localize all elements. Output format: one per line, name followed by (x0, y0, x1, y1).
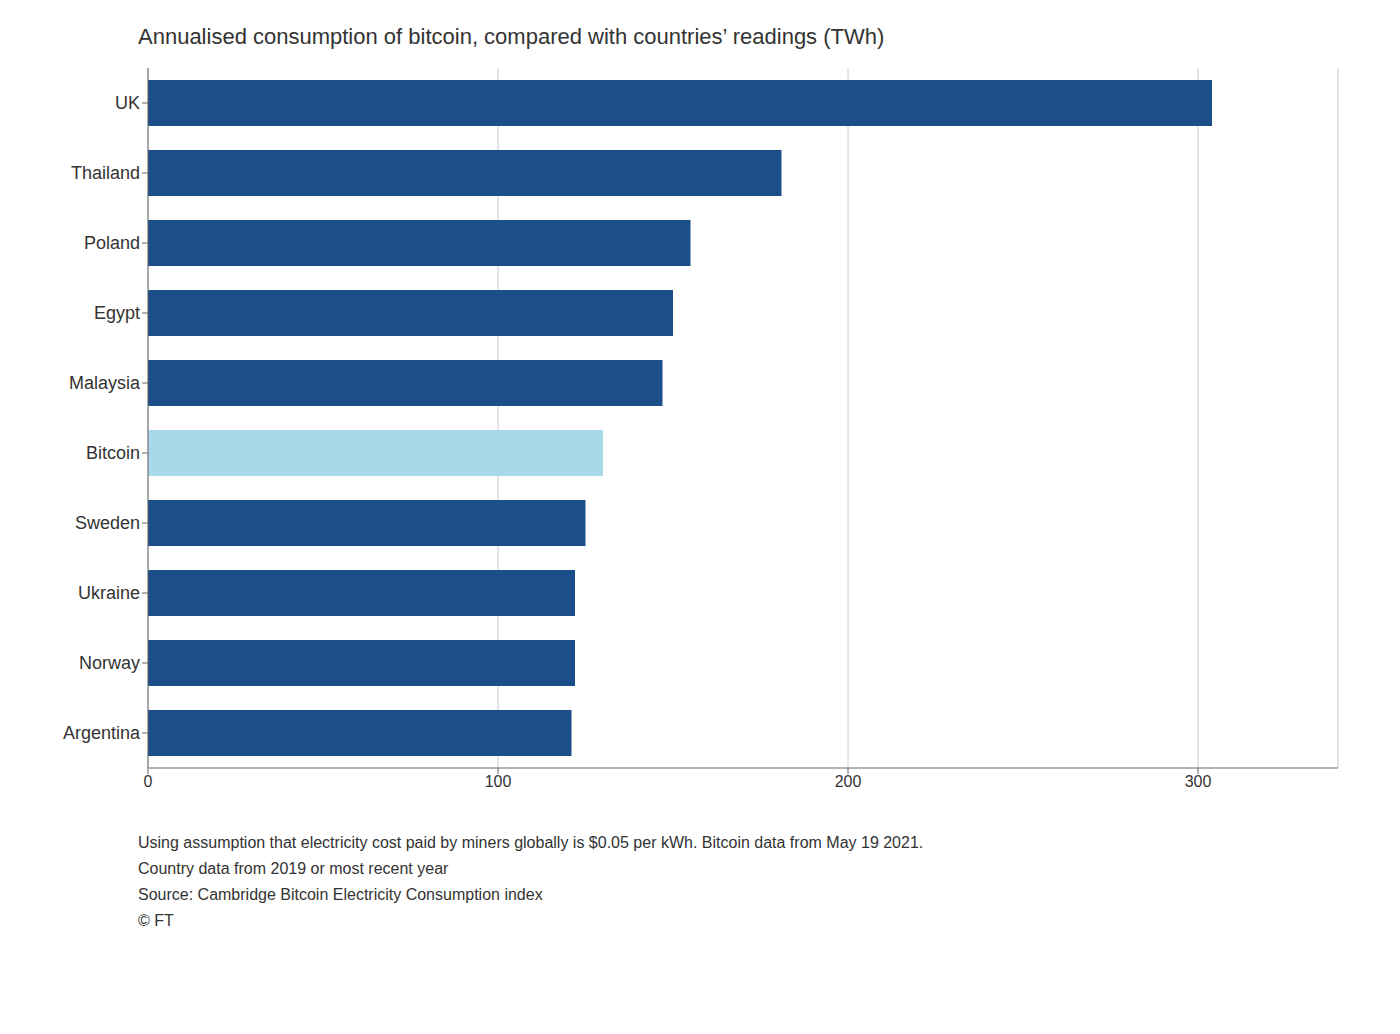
html-text:Source: Cambridge Bitcoin Elec: Source: Cambridge Bitcoin Electricity Co… (138, 886, 543, 903)
html-text:Using assumption that electric: Using assumption that electricity cost p… (138, 834, 924, 851)
svg-text:Thailand: Thailand (71, 163, 140, 183)
svg-text:200: 200 (835, 773, 862, 790)
svg-text:300: 300 (1185, 773, 1212, 790)
svg-text:Argentina: Argentina (63, 723, 141, 743)
html-text:Country data from 2019 or most: Country data from 2019 or most recent ye… (138, 860, 449, 877)
svg-text:0: 0 (144, 773, 153, 790)
svg-text:Egypt: Egypt (94, 303, 140, 323)
html-text:Annualised consumption of bitc: Annualised consumption of bitcoin, compa… (138, 24, 885, 49)
svg-text:Bitcoin: Bitcoin (86, 443, 140, 463)
svg-text:100: 100 (485, 773, 512, 790)
svg-text:Malaysia: Malaysia (69, 373, 141, 393)
svg-text:Norway: Norway (79, 653, 140, 673)
svg-text:Ukraine: Ukraine (78, 583, 140, 603)
svg-text:UK: UK (115, 93, 140, 113)
svg-text:Poland: Poland (84, 233, 140, 253)
svg-text:Sweden: Sweden (75, 513, 140, 533)
html-text:© FT: © FT (138, 912, 174, 929)
